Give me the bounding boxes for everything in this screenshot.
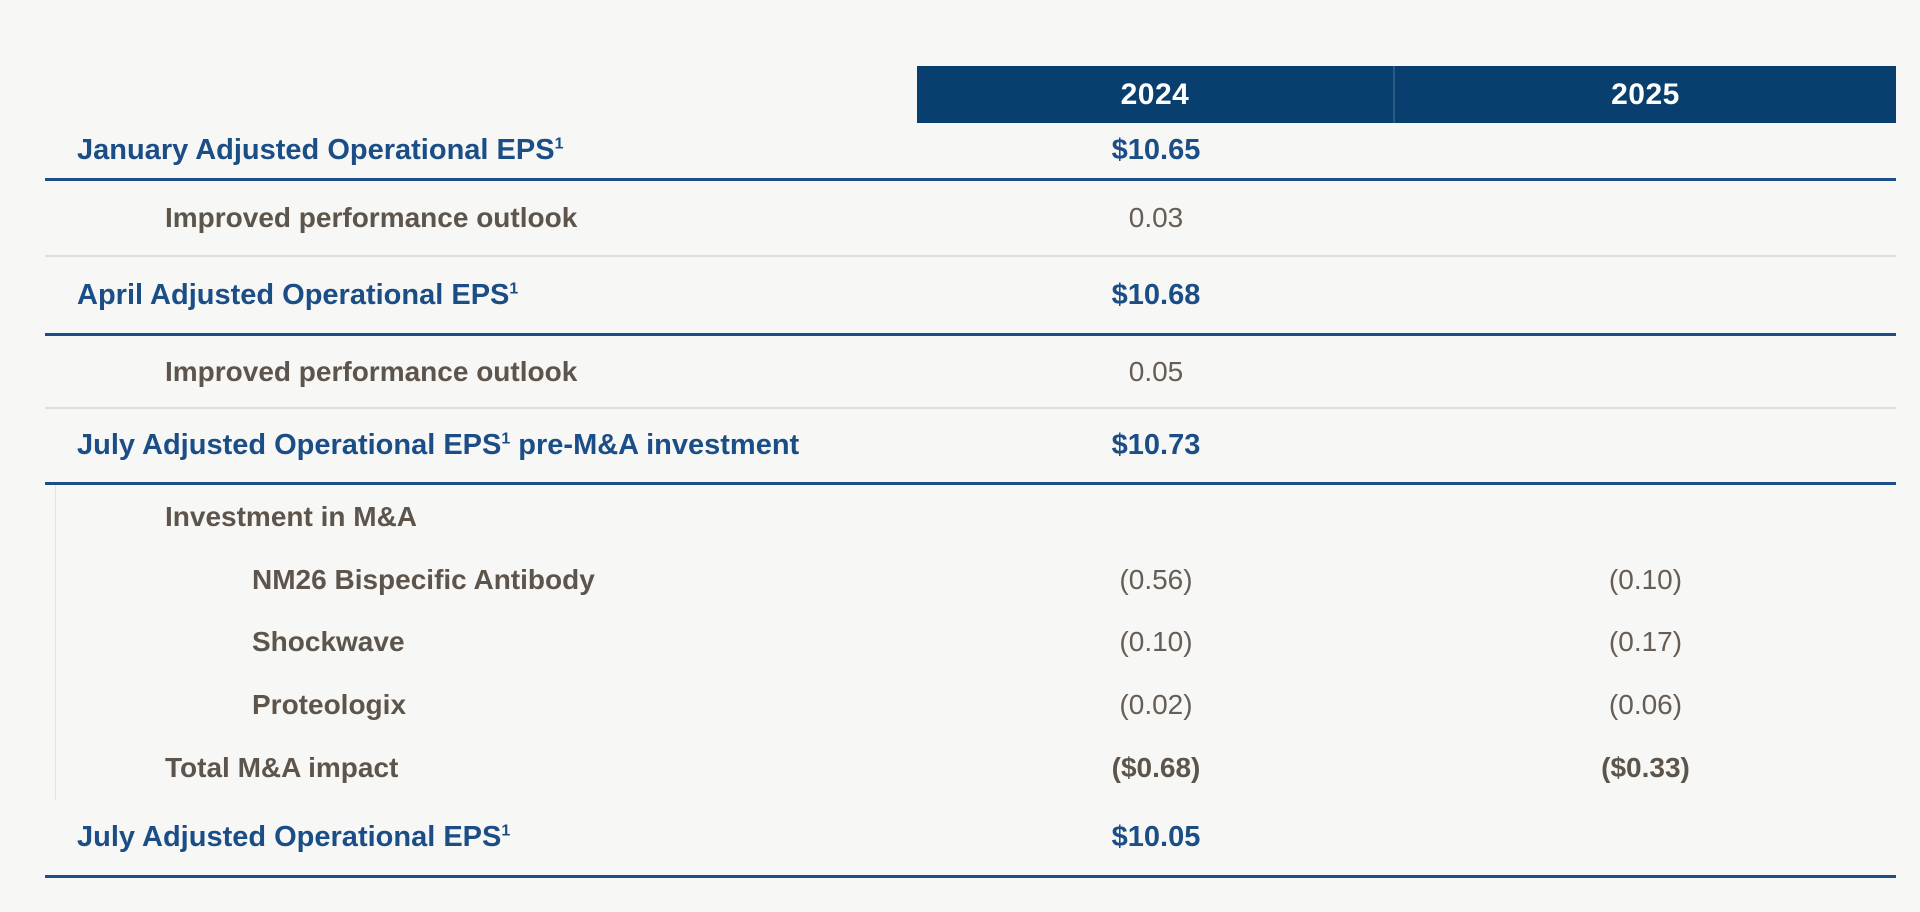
row-label: Improved performance outlook [165,202,578,233]
cell-2024: (0.10) [1119,626,1193,657]
row-label: Investment in M&A [165,500,418,532]
cell-2024: 0.05 [1128,355,1184,387]
label-superscript: 1 [509,279,519,297]
ma-section-box: Investment in M&A NM26 Bispecific Antibod… [45,485,1896,800]
label-superscript: 1 [554,135,564,153]
table-row: April Adjusted Operational EPS1 $10.68 [45,257,1896,336]
row-label: Total M&A impact [165,752,399,783]
table-row: Shockwave (0.10) (0.17) [45,611,1896,673]
cell-2024: ($0.68) [1111,752,1201,783]
cell-2024: $10.73 [1111,429,1201,461]
cell-2024: $10.68 [1111,278,1201,311]
cell-2025: (0.17) [1608,626,1683,657]
row-label: January Adjusted Operational EPS1 [77,134,564,166]
cell-2024: $10.05 [1111,821,1201,853]
cell-2024: (0.56) [1119,563,1193,595]
row-label: Proteologix [252,688,407,720]
cell-2025: (0.06) [1608,688,1683,720]
label-superscript: 1 [501,822,511,840]
row-label: Improved performance outlook [165,355,578,387]
header-cell-2024: 2024 [917,66,1395,123]
table-row: July Adjusted Operational EPS1 pre-M&A i… [45,409,1896,485]
table-row: January Adjusted Operational EPS1 $10.65 [45,123,1896,181]
row-label: NM26 Bispecific Antibody [252,563,595,595]
row-label: July Adjusted Operational EPS1 [77,821,511,853]
cell-2025: (0.10) [1608,563,1683,595]
label-superscript: 1 [501,430,511,448]
cell-2024: 0.03 [1128,202,1184,233]
table-body: January Adjusted Operational EPS1 $10.65 I… [45,123,1896,878]
table-header: 2024 2025 [45,66,1896,123]
cell-2024: (0.02) [1119,688,1193,720]
table-row: Improved performance outlook 0.03 [45,181,1896,257]
header-cell-2025: 2025 [1395,66,1896,123]
header-spacer [45,66,917,123]
row-label: July Adjusted Operational EPS1 pre-M&A i… [77,429,800,461]
table-row: July Adjusted Operational EPS1 $10.05 [45,800,1896,878]
table-row: Investment in M&A [45,485,1896,548]
table-row: Improved performance outlook 0.05 [45,336,1896,409]
table-row: Proteologix (0.02) (0.06) [45,673,1896,736]
cell-2024: $10.65 [1111,134,1201,166]
table-row: Total M&A impact ($0.68) ($0.33) [45,736,1896,800]
eps-guidance-table: 2024 2025 January Adjusted Operational E… [45,66,1896,878]
table-row: NM26 Bispecific Antibody (0.56) (0.10) [45,548,1896,611]
row-label: April Adjusted Operational EPS1 [77,278,519,311]
cell-2025: ($0.33) [1601,752,1690,783]
row-label: Shockwave [252,626,405,657]
